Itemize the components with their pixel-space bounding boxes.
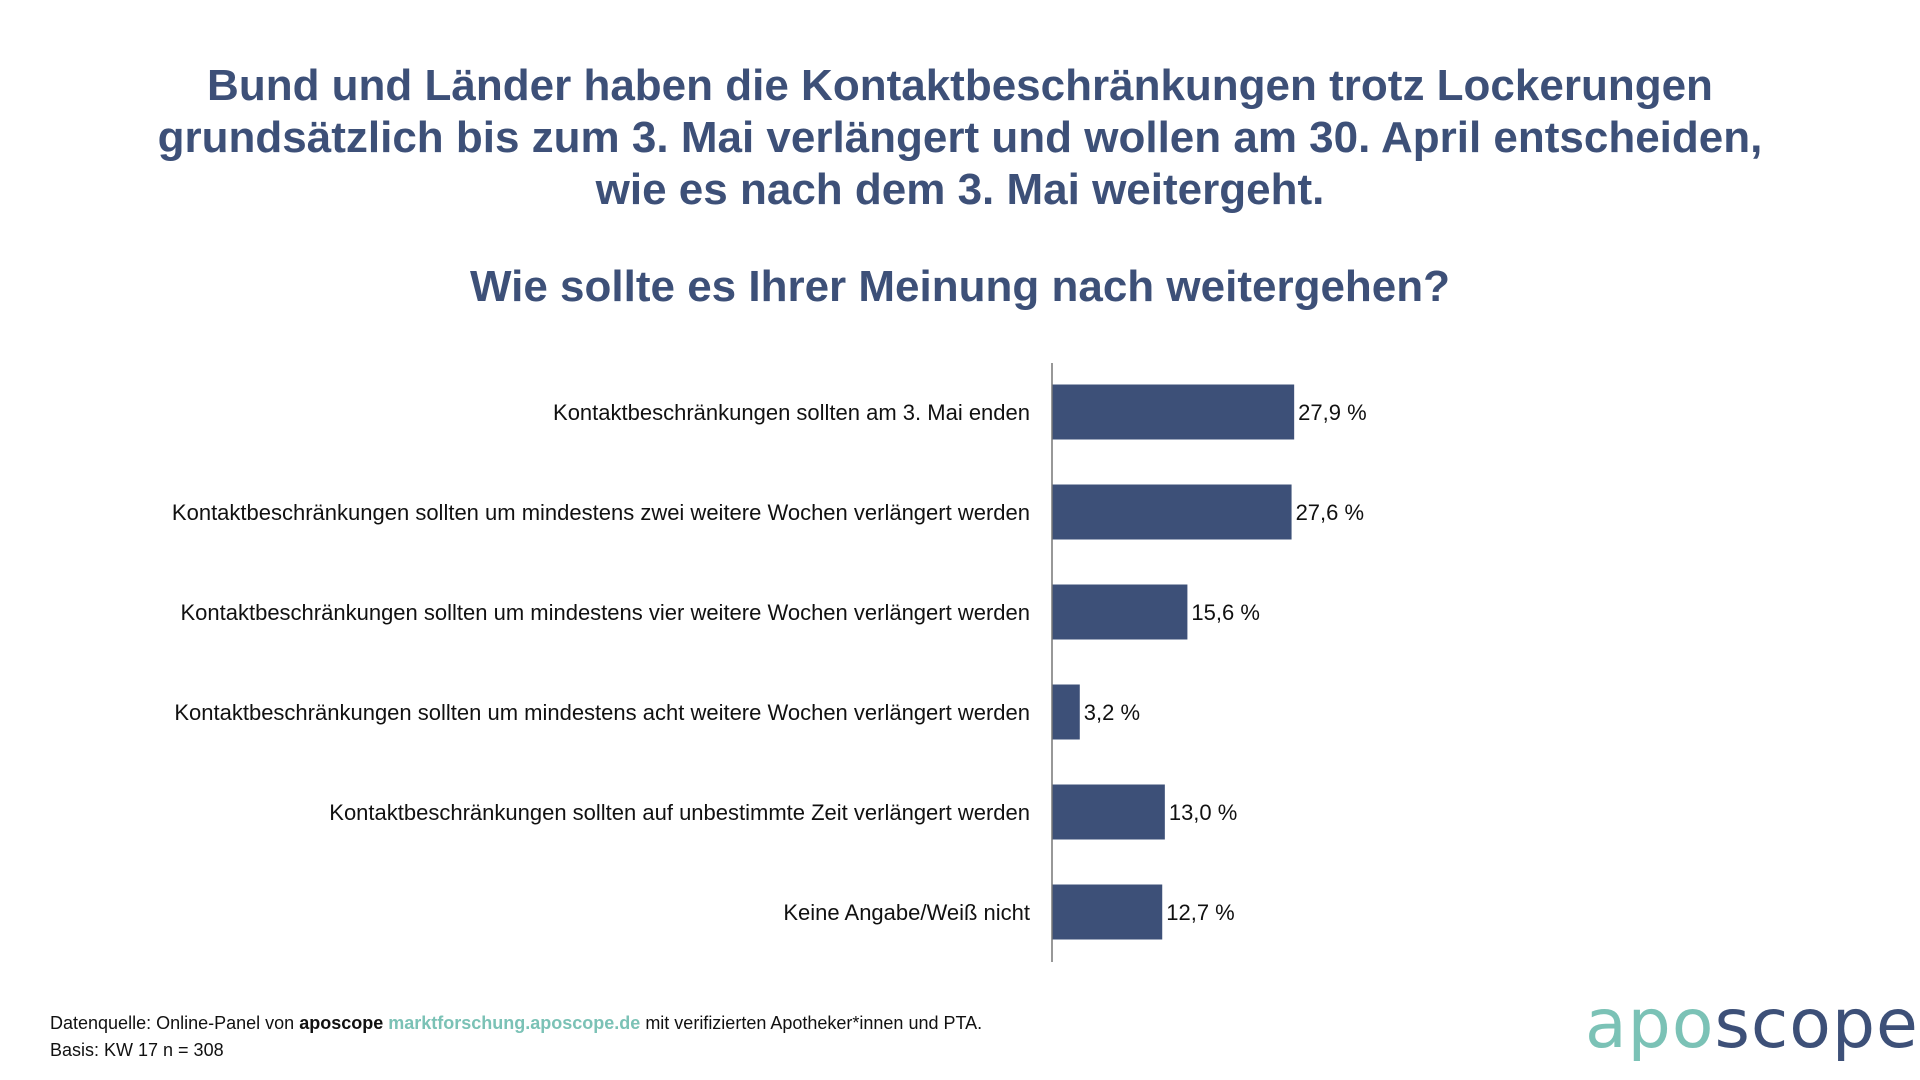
- chart-title: Bund und Länder haben die Kontaktbeschrä…: [0, 60, 1920, 216]
- bar-chart: Kontaktbeschränkungen sollten am 3. Mai …: [172, 363, 1367, 962]
- category-label: Kontaktbeschränkungen sollten auf unbest…: [329, 800, 1030, 825]
- value-label: 13,0 %: [1169, 800, 1238, 825]
- value-label: 27,9 %: [1298, 400, 1367, 425]
- bar: [1052, 884, 1163, 940]
- source-brand: aposcope: [299, 1013, 384, 1033]
- bar: [1052, 384, 1295, 440]
- value-label: 3,2 %: [1084, 700, 1140, 725]
- basis-line: Basis: KW 17 n = 308: [50, 1040, 224, 1060]
- value-label: 12,7 %: [1166, 900, 1235, 925]
- title-line: Bund und Länder haben die Kontaktbeschrä…: [207, 61, 1713, 110]
- aposcope-logo: aposcope: [1585, 985, 1919, 1064]
- bar: [1052, 584, 1188, 640]
- value-label: 27,6 %: [1296, 500, 1365, 525]
- bar: [1052, 784, 1165, 840]
- value-label: 15,6 %: [1191, 600, 1260, 625]
- category-label: Kontaktbeschränkungen sollten um mindest…: [172, 500, 1030, 525]
- chart-question: Wie sollte es Ihrer Meinung nach weiterg…: [469, 262, 1451, 311]
- footer: Datenquelle: Online-Panel von aposcope m…: [50, 1010, 982, 1064]
- bar: [1052, 684, 1080, 740]
- bar: [1052, 484, 1292, 540]
- category-label: Kontaktbeschränkungen sollten um mindest…: [180, 600, 1030, 625]
- title-line: grundsätzlich bis zum 3. Mai verlängert …: [157, 113, 1763, 162]
- source-line: Datenquelle: Online-Panel von aposcope m…: [50, 1013, 983, 1033]
- source-link[interactable]: marktforschung.aposcope.de: [388, 1013, 641, 1033]
- title-line: wie es nach dem 3. Mai weitergeht.: [595, 165, 1325, 214]
- category-label: Kontaktbeschränkungen sollten am 3. Mai …: [553, 400, 1030, 425]
- category-label: Keine Angabe/Weiß nicht: [783, 900, 1030, 925]
- category-label: Kontaktbeschränkungen sollten um mindest…: [174, 700, 1030, 725]
